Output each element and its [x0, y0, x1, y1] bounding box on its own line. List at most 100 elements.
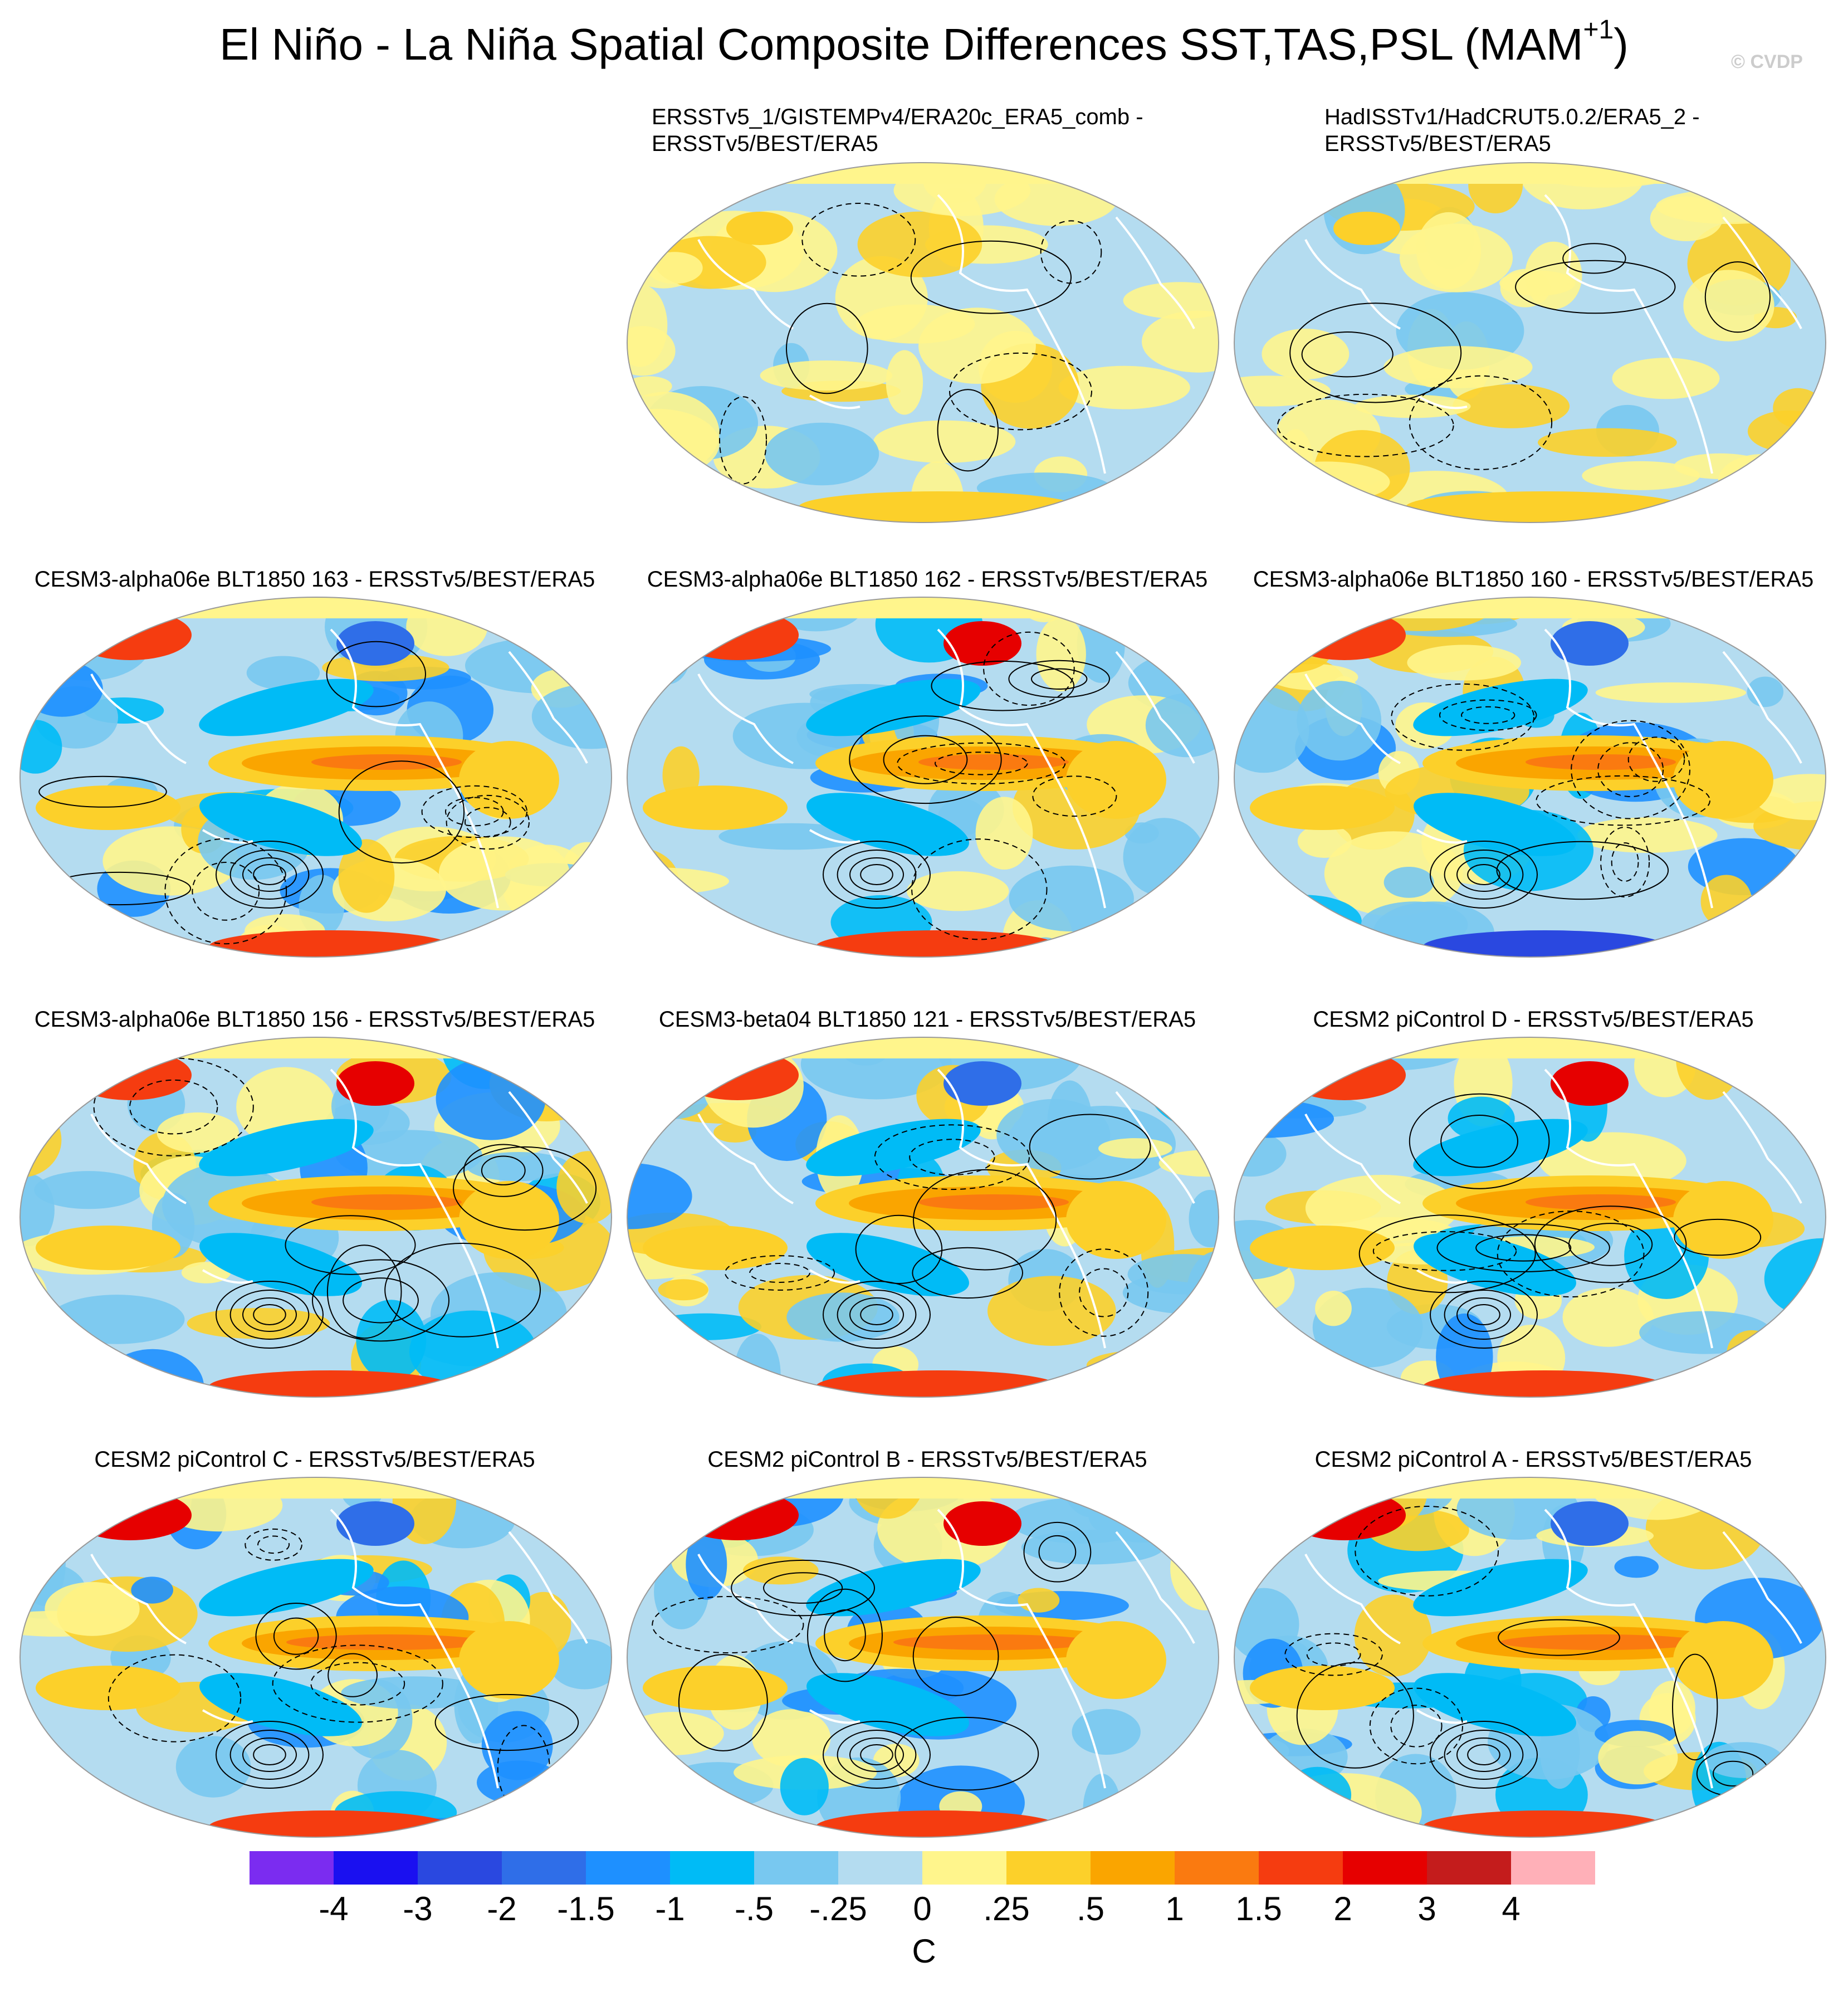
cold-arm-south [1414, 1233, 1576, 1296]
psl-contour [326, 1244, 402, 1339]
hot-spot [69, 610, 192, 660]
psl-contour [1600, 826, 1650, 898]
panel-title-line1: CESM2 piControl C - ERSSTv5/BEST/ERA5 [94, 1447, 535, 1472]
psl-contour [731, 1559, 875, 1617]
map-border [1234, 597, 1826, 958]
antarctic-band [208, 1810, 453, 1837]
panel-title-line1: CESM2 piControl A - ERSSTv5/BEST/ERA5 [1314, 1447, 1752, 1472]
warm-tongue-peak [893, 1634, 1094, 1650]
extreme-spot [943, 621, 1021, 666]
extreme-spot [1551, 1501, 1629, 1546]
field-blob [466, 1152, 571, 1182]
coastline [809, 394, 861, 409]
psl-contour [849, 1297, 904, 1332]
psl-contour [837, 1730, 917, 1780]
field-blob [1234, 1131, 1287, 1177]
cold-arm-north [199, 1559, 374, 1617]
map-svg [1234, 1477, 1826, 1838]
psl-contour [1409, 1093, 1550, 1189]
cold-arm-south [199, 1673, 362, 1736]
figure-title-text: El Niño - La Niña Spatial Composite Diff… [219, 19, 1583, 69]
psl-contour [1440, 1115, 1519, 1168]
field-blob [975, 797, 1033, 870]
colorbar-tick-label: -1 [655, 1890, 685, 1927]
anomaly-field [627, 597, 1219, 957]
warm-patch [1673, 741, 1773, 819]
field-blob [1577, 817, 1718, 853]
psl-contour [1674, 1218, 1762, 1256]
anomaly-field [627, 1037, 1219, 1397]
field-blob [1181, 850, 1219, 893]
field-blob [1614, 1556, 1659, 1578]
warm-tongue-peak [1526, 1194, 1676, 1210]
coastline [809, 1709, 861, 1724]
psl-contour [253, 1304, 286, 1325]
coastline [1115, 651, 1195, 764]
field-blob [1098, 1138, 1172, 1159]
polar-band [627, 1037, 1219, 1058]
field-blob [45, 1582, 140, 1636]
coastline [1115, 216, 1195, 329]
psl-contour [860, 1744, 893, 1765]
psl-contour [310, 1662, 405, 1706]
psl-contour [849, 1737, 904, 1772]
field-blob [765, 422, 879, 486]
polar-band [1234, 1477, 1826, 1499]
warm-patch [1250, 1666, 1395, 1710]
psl-contour [855, 1214, 943, 1284]
anomaly-field [1234, 1477, 1826, 1837]
warm-patch [1066, 1621, 1166, 1699]
warm-patch [459, 1621, 559, 1699]
psl-contour [849, 715, 1002, 804]
psl-contour [164, 838, 287, 945]
coastline [202, 1269, 253, 1284]
coastline [809, 829, 861, 844]
field-blob [341, 1676, 487, 1709]
map-svg [19, 597, 612, 958]
field-blob [28, 1487, 145, 1520]
psl-contour [874, 1124, 1030, 1190]
field-blob [1021, 1530, 1164, 1565]
field-blob [1262, 329, 1350, 379]
psl-contour [801, 203, 916, 277]
field-blob [1354, 1594, 1432, 1677]
psl-contour [1059, 1248, 1149, 1337]
colorbar-cell [1427, 1851, 1511, 1885]
panel-title-line1: CESM3-alpha06e BLT1850 156 - ERSSTv5/BES… [34, 1007, 595, 1032]
psl-contour [1430, 841, 1538, 909]
colorbar-unit: C [912, 1932, 936, 1970]
cold-arm-south [806, 1673, 969, 1736]
colorbar-tick-label: -1.5 [557, 1890, 615, 1927]
anomaly-field [20, 597, 612, 957]
panel-title-line1: CESM3-alpha06e BLT1850 163 - ERSSTv5/BES… [34, 567, 595, 592]
antarctic-band [799, 491, 1077, 523]
psl-contour [678, 1654, 768, 1751]
cold-arm-north [806, 1119, 981, 1177]
map-panel [626, 1476, 1220, 1838]
map-panel [626, 162, 1220, 524]
field-blob [760, 360, 893, 391]
map-svg [1234, 597, 1826, 958]
warm-tongue-peak [286, 1634, 487, 1650]
colorbar-cell [1343, 1851, 1427, 1885]
hot-spot [1283, 1490, 1406, 1540]
anomaly-field [627, 1477, 1219, 1837]
cold-spot [1239, 1064, 1294, 1109]
field-blob [627, 1778, 715, 1822]
field-blob [627, 392, 720, 475]
cold-spot [25, 1504, 80, 1549]
map-border [1234, 162, 1826, 523]
colorbar [250, 1851, 1595, 1885]
warm-patch [1250, 1226, 1395, 1270]
psl-contour [257, 1535, 290, 1554]
field-blob [1086, 1350, 1200, 1380]
field-blob [1305, 1175, 1459, 1242]
field-blob [627, 326, 676, 376]
map-panel [1233, 596, 1827, 958]
psl-contour [229, 1730, 310, 1780]
field-blob [1766, 922, 1815, 957]
psl-contour [242, 1737, 297, 1772]
colorbar-cell [922, 1851, 1006, 1885]
panel-title: CESM3-alpha06e BLT1850 160 - ERSSTv5/BES… [1224, 566, 1842, 593]
psl-contour [1534, 1205, 1687, 1283]
